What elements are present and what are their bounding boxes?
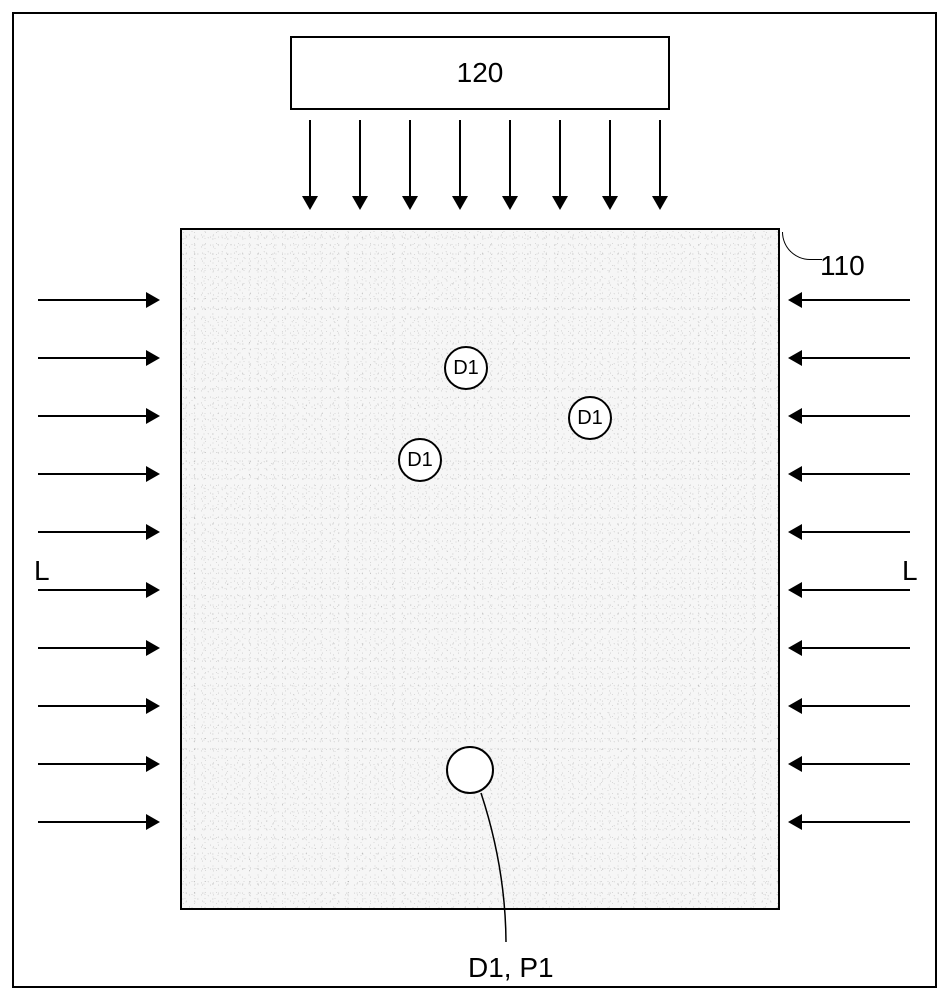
diagram-canvas: 120 110 D1D1D1 L L D1, P1 (0, 0, 949, 1000)
label-d1-p1: D1, P1 (468, 952, 554, 984)
leader-d1p1-svg (0, 0, 949, 1000)
